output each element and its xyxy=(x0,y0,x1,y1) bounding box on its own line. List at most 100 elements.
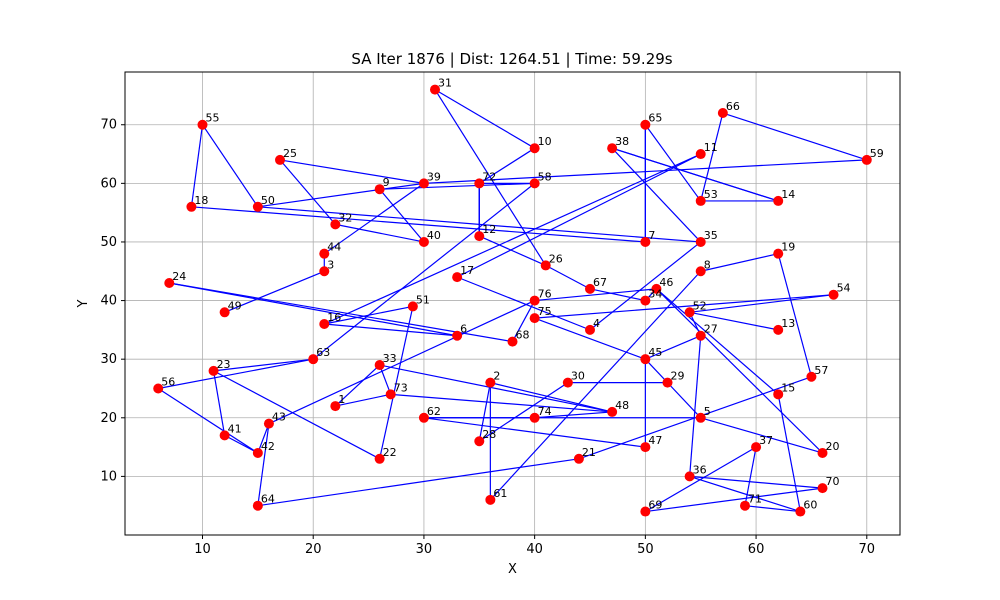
route-segment xyxy=(390,393,613,413)
city-label: 30 xyxy=(571,370,585,383)
city-point xyxy=(319,266,330,277)
city-label: 13 xyxy=(781,317,795,330)
city-label: 50 xyxy=(261,194,275,207)
city-point xyxy=(474,436,485,447)
route-segment xyxy=(212,370,226,436)
city-point xyxy=(861,154,872,165)
route-segment xyxy=(689,311,779,331)
city-point xyxy=(374,453,385,464)
route-segment xyxy=(589,241,702,331)
city-label: 14 xyxy=(781,188,795,201)
city-point xyxy=(263,418,274,429)
route-segment xyxy=(257,458,580,507)
route-segment xyxy=(777,394,801,512)
city-point xyxy=(507,336,518,347)
city-point xyxy=(529,313,540,324)
city-point xyxy=(208,365,219,376)
city-label: 11 xyxy=(704,141,718,154)
route-lines xyxy=(157,89,867,513)
city-point xyxy=(607,406,618,417)
city-point xyxy=(640,295,651,306)
city-label: 33 xyxy=(383,352,397,365)
city-label: 2 xyxy=(493,370,500,383)
city-label: 8 xyxy=(704,258,711,271)
route-segment xyxy=(611,147,779,202)
city-point xyxy=(308,354,319,365)
city-point xyxy=(164,277,175,288)
city-point xyxy=(330,401,341,412)
route-segment xyxy=(534,294,834,319)
x-tick-label: 40 xyxy=(526,542,543,557)
route-segment xyxy=(324,323,458,337)
city-point xyxy=(385,389,396,400)
city-label: 72 xyxy=(482,170,496,183)
route-segment xyxy=(511,300,536,342)
city-point xyxy=(529,295,540,306)
plot-area-frame xyxy=(124,71,901,536)
route-segment xyxy=(279,159,336,225)
city-label: 32 xyxy=(338,211,352,224)
route-segment xyxy=(224,270,325,313)
city-point xyxy=(695,412,706,423)
city-point xyxy=(418,236,429,247)
city-point xyxy=(651,283,662,294)
city-label: 36 xyxy=(693,463,707,476)
city-point xyxy=(662,377,673,388)
x-axis-label: X xyxy=(508,562,517,577)
city-label: 10 xyxy=(538,135,552,148)
city-point xyxy=(573,453,584,464)
route-segment xyxy=(323,182,425,255)
city-point xyxy=(640,506,651,517)
city-point xyxy=(828,289,839,300)
route-segment xyxy=(169,282,458,337)
route-segment xyxy=(379,188,425,243)
city-label: 24 xyxy=(172,270,186,283)
route-segment xyxy=(213,358,314,372)
city-label: 41 xyxy=(228,422,242,435)
city-label: 63 xyxy=(316,346,330,359)
x-tick-label: 70 xyxy=(859,542,876,557)
city-point xyxy=(485,494,496,505)
y-tick-label: 10 xyxy=(100,469,117,484)
route-segment xyxy=(279,159,425,184)
route-segment xyxy=(335,393,391,407)
city-point xyxy=(418,412,429,423)
route-segment xyxy=(744,505,801,513)
route-segment xyxy=(158,358,314,390)
city-label: 37 xyxy=(759,434,773,447)
y-tick-label: 40 xyxy=(100,294,117,309)
city-label: 28 xyxy=(482,428,496,441)
route-segment xyxy=(456,153,701,278)
city-label: 18 xyxy=(194,194,208,207)
route-segment xyxy=(611,147,702,243)
city-label: 62 xyxy=(427,405,441,418)
route-segment xyxy=(478,382,491,442)
route-segment xyxy=(213,370,380,460)
city-label: 26 xyxy=(549,252,563,265)
route-segment xyxy=(224,434,259,454)
city-point xyxy=(252,500,263,511)
route-segment xyxy=(379,182,535,190)
route-segment xyxy=(656,288,823,454)
route-segment xyxy=(534,288,657,302)
route-segment xyxy=(312,182,536,360)
city-label: 58 xyxy=(538,170,552,183)
city-label: 71 xyxy=(748,493,762,506)
x-tick-label: 10 xyxy=(194,542,211,557)
city-label: 73 xyxy=(394,381,408,394)
route-segment xyxy=(257,423,270,454)
city-label: 21 xyxy=(582,446,596,459)
city-label: 51 xyxy=(416,293,430,306)
city-point xyxy=(529,412,540,423)
city-point xyxy=(806,371,817,382)
city-point xyxy=(219,307,230,318)
route-segment xyxy=(645,487,823,513)
city-label: 60 xyxy=(803,499,817,512)
city-point xyxy=(740,500,750,511)
city-label: 75 xyxy=(538,305,552,318)
route-segment xyxy=(545,264,591,290)
y-tick-label: 30 xyxy=(100,352,117,367)
city-label: 76 xyxy=(538,288,552,301)
city-label: 39 xyxy=(427,170,441,183)
